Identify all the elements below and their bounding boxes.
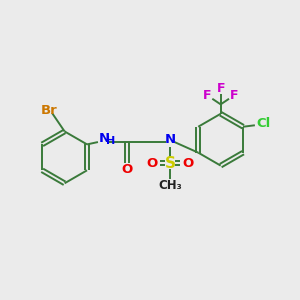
Text: O: O [122,163,133,176]
Text: O: O [147,157,158,170]
Text: F: F [203,89,212,102]
Text: O: O [182,157,194,170]
Text: H: H [106,136,115,146]
Text: F: F [216,82,225,95]
Text: N: N [164,133,175,146]
Text: Cl: Cl [256,117,270,130]
Text: CH₃: CH₃ [158,179,182,192]
Text: N: N [99,132,110,145]
Text: S: S [165,156,176,171]
Text: Br: Br [41,103,58,117]
Text: F: F [230,89,238,102]
